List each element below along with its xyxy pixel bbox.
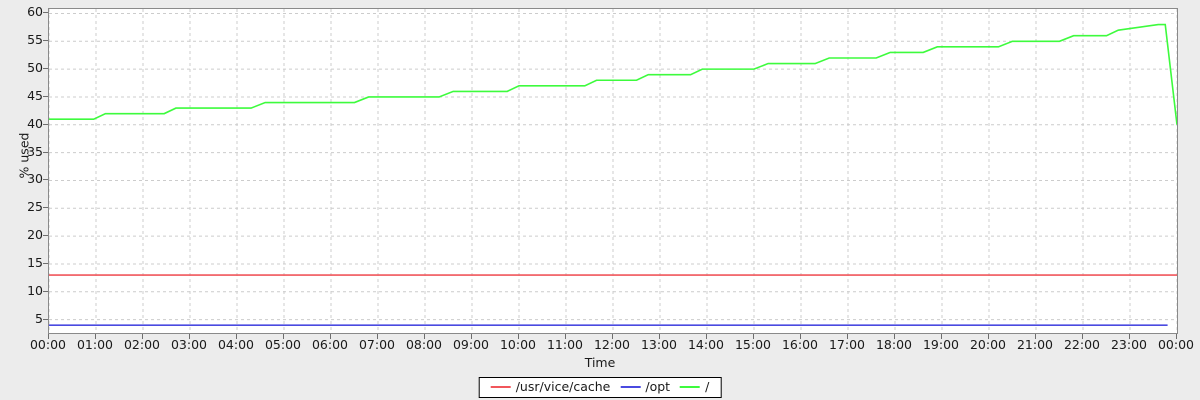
x-tick-label: 02:00: [123, 337, 161, 352]
chart-legend: /usr/vice/cache/opt /: [478, 377, 722, 398]
x-tick-label: 15:00: [734, 337, 772, 352]
x-tick-mark: [1035, 334, 1036, 339]
x-tick-label: 06:00: [311, 337, 349, 352]
x-tick-mark: [1129, 334, 1130, 339]
y-tick-label: 30: [27, 171, 43, 187]
x-tick-mark: [236, 334, 237, 339]
x-tick-mark: [424, 334, 425, 339]
series-line: [49, 23, 1177, 125]
y-tick-label: 10: [27, 282, 43, 298]
x-tick-label: 11:00: [546, 337, 584, 352]
y-tick-mark: [43, 262, 48, 264]
y-tick-label: 45: [27, 87, 43, 103]
x-tick-label: 16:00: [781, 337, 819, 352]
x-tick-label: 21:00: [1016, 337, 1054, 352]
x-tick-mark: [330, 334, 331, 339]
y-tick-mark: [43, 40, 48, 42]
y-tick-label: 20: [27, 227, 43, 243]
x-tick-label: 22:00: [1063, 337, 1101, 352]
x-tick-mark: [706, 334, 707, 339]
x-tick-mark: [894, 334, 895, 339]
y-tick-label: 60: [27, 4, 43, 20]
x-tick-mark: [518, 334, 519, 339]
x-tick-mark: [612, 334, 613, 339]
x-tick-label: 18:00: [875, 337, 913, 352]
y-tick-label: 15: [27, 254, 43, 270]
x-tick-mark: [95, 334, 96, 339]
x-tick-mark: [471, 334, 472, 339]
legend-label: /: [705, 378, 710, 394]
x-tick-label: 23:00: [1110, 337, 1148, 352]
legend-entry[interactable]: /usr/vice/cache: [488, 378, 614, 394]
y-tick-mark: [43, 235, 48, 237]
y-tick-mark: [43, 123, 48, 125]
y-tick-mark: [43, 179, 48, 181]
x-tick-label: 19:00: [922, 337, 960, 352]
legend-color-swatch: [620, 386, 641, 388]
x-tick-label: 08:00: [405, 337, 443, 352]
x-tick-mark: [189, 334, 190, 339]
x-tick-label: 00:00: [1157, 337, 1195, 352]
x-tick-label: 09:00: [452, 337, 490, 352]
x-tick-label: 10:00: [499, 337, 537, 352]
y-tick-mark: [43, 318, 48, 320]
x-tick-mark: [377, 334, 378, 339]
x-tick-mark: [1176, 334, 1177, 339]
legend-color-swatch: [490, 386, 511, 388]
x-tick-mark: [283, 334, 284, 339]
y-tick-label: 50: [27, 60, 43, 76]
y-tick-mark: [43, 290, 48, 292]
x-tick-mark: [941, 334, 942, 339]
x-tick-label: 07:00: [358, 337, 396, 352]
y-tick-label: 55: [27, 32, 43, 48]
x-tick-mark: [659, 334, 660, 339]
y-tick-mark: [43, 12, 48, 14]
y-tick-mark: [43, 207, 48, 209]
x-tick-mark: [988, 334, 989, 339]
x-tick-mark: [800, 334, 801, 339]
x-tick-label: 12:00: [593, 337, 631, 352]
x-tick-label: 13:00: [640, 337, 678, 352]
x-tick-label: 20:00: [969, 337, 1007, 352]
x-axis-label: Time: [584, 355, 616, 370]
x-tick-label: 04:00: [217, 337, 255, 352]
legend-entry[interactable]: /opt: [617, 378, 673, 394]
y-tick-label: 5: [35, 310, 43, 326]
x-tick-label: 14:00: [687, 337, 725, 352]
x-tick-mark: [142, 334, 143, 339]
y-tick-mark: [43, 151, 48, 153]
x-tick-label: 01:00: [76, 337, 114, 352]
x-tick-mark: [1082, 334, 1083, 339]
x-tick-mark: [48, 334, 49, 339]
x-tick-mark: [753, 334, 754, 339]
x-tick-label: 05:00: [264, 337, 302, 352]
legend-label: /usr/vice/cache: [515, 378, 611, 394]
y-tick-label: 25: [27, 199, 43, 215]
y-tick-mark: [43, 95, 48, 97]
x-tick-label: 00:00: [29, 337, 67, 352]
legend-label: /opt: [645, 378, 671, 394]
x-tick-mark: [847, 334, 848, 339]
y-tick-label: 40: [27, 115, 43, 131]
legend-color-swatch: [680, 386, 701, 388]
plot-svg: [49, 9, 1177, 333]
x-tick-label: 17:00: [828, 337, 866, 352]
legend-entry[interactable]: /: [677, 378, 712, 394]
y-tick-mark: [43, 68, 48, 70]
x-tick-mark: [565, 334, 566, 339]
y-tick-label: 35: [27, 143, 43, 159]
plot-area: [48, 8, 1178, 334]
x-tick-label: 03:00: [170, 337, 208, 352]
